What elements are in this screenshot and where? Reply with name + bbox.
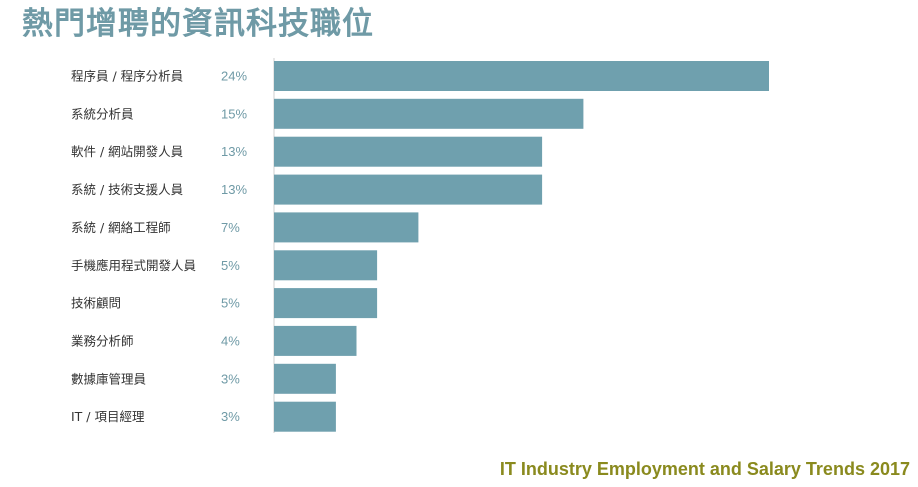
bar xyxy=(274,288,378,319)
value-label: 24% xyxy=(221,69,247,84)
bar xyxy=(274,401,336,432)
value-label: 4% xyxy=(221,333,240,348)
chart-title: 熱門增聘的資訊科技職位 xyxy=(22,6,374,42)
category-label: 數據庫管理員 xyxy=(71,371,147,386)
category-label: 技術顧問 xyxy=(71,296,121,311)
category-label: 系統 / 網絡工程師 xyxy=(71,220,171,235)
category-label: IT / 項目經理 xyxy=(71,409,145,424)
value-label: 7% xyxy=(221,220,240,235)
category-label: 程序員 / 程序分析員 xyxy=(71,69,184,84)
bar xyxy=(274,212,419,243)
category-label: 系統 / 技術支援人員 xyxy=(71,182,184,197)
bar xyxy=(274,325,357,356)
value-label: 3% xyxy=(221,409,240,424)
value-label: 13% xyxy=(221,144,247,159)
bar xyxy=(274,98,584,129)
category-label: 手機應用程式開發人員 xyxy=(71,258,197,273)
category-label: 系統分析員 xyxy=(71,106,134,121)
value-label: 5% xyxy=(221,258,240,273)
value-label: 3% xyxy=(221,371,240,386)
bar xyxy=(274,363,336,394)
category-label: 業務分析師 xyxy=(71,333,134,348)
value-label: 13% xyxy=(221,182,247,197)
category-label: 軟件 / 網站開發人員 xyxy=(71,144,184,159)
bar xyxy=(274,250,378,281)
bar xyxy=(274,61,769,91)
bar xyxy=(274,136,543,167)
footer-caption: IT Industry Employment and Salary Trends… xyxy=(499,459,910,479)
value-label: 15% xyxy=(221,106,247,121)
bar xyxy=(274,174,543,205)
value-label: 5% xyxy=(221,296,240,311)
